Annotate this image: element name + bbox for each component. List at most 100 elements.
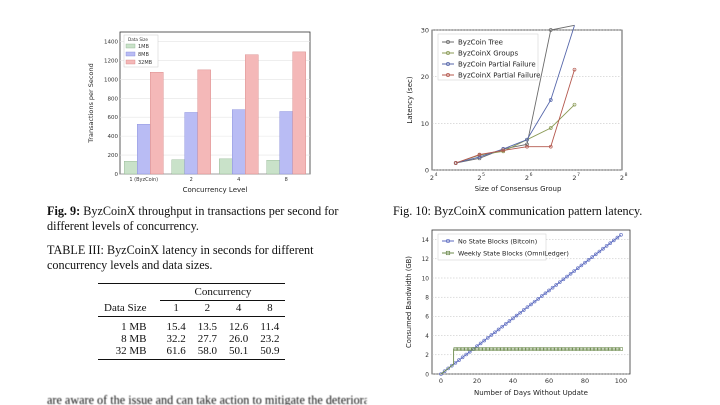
fig11-point <box>453 347 458 351</box>
fig10-point <box>477 155 482 159</box>
fig9-caption: Fig. 9: ByzCoinX throughput in transacti… <box>47 204 367 234</box>
table3-group-header: Concurrency <box>160 283 286 301</box>
fig11-point <box>525 347 530 351</box>
fig11-x-tick-label: 20 <box>473 377 481 385</box>
fig10-point <box>572 102 577 107</box>
fig11-y-tick-label: 6 <box>425 315 429 321</box>
fig11-x-axis-label: Number of Days Without Update <box>474 389 588 397</box>
fig11-point <box>536 347 540 351</box>
fig10-legend: ByzCoin Tree ByzCoinX Groups ByzCoin Par… <box>437 33 540 81</box>
fig11-point <box>612 347 616 351</box>
fig10-legend-label: ByzCoin Tree <box>458 39 503 47</box>
fig9-y-tick-label: 1400 <box>104 39 118 45</box>
fig11-point <box>522 308 526 312</box>
fig11-point <box>478 341 483 346</box>
fig11-y-tick-label: 12 <box>422 257 430 263</box>
fig9-x-tick-label: 2 <box>190 177 193 183</box>
fig9-bar <box>279 111 293 175</box>
fig11-point <box>554 347 558 351</box>
table3-row-label: 1 MB <box>121 321 147 333</box>
fig9-x-axis-label: Concurrency Level <box>183 186 248 194</box>
fig9-bar <box>292 51 306 175</box>
table-row: 8 MB 32.2 27.7 26.0 23.2 <box>98 333 285 345</box>
fig11-point <box>532 347 537 351</box>
fig11-chart: 0 2 4 6 8 10 12 14 0 20 40 60 80 100 No State Blocks… <box>405 229 631 397</box>
table3-row-label: 8 MB <box>121 333 147 345</box>
table-row: 32 MB 61.6 58.0 50.1 50.9 <box>98 345 286 360</box>
fig10-y-tick-label: 10 <box>421 120 429 128</box>
fig11-point <box>529 347 533 351</box>
fig10-y-tick-label: 0 <box>425 167 429 175</box>
table3-cell: 50.1 <box>228 345 249 357</box>
fig10-point <box>548 144 553 149</box>
fig9-x-tick-label: 4 <box>237 177 240 183</box>
fig11-point <box>468 347 472 351</box>
fig11-point <box>597 347 602 351</box>
table3-cell: 58.0 <box>197 345 217 357</box>
table3-cell: 61.6 <box>166 345 186 357</box>
fig11-point <box>449 363 454 368</box>
table3-cell: 27.7 <box>197 333 217 345</box>
fig11-point <box>518 310 522 315</box>
fig11-point <box>460 347 465 351</box>
fig11-point <box>547 347 551 351</box>
table3-col-header: 8 <box>267 302 273 315</box>
fig11-point <box>608 241 612 245</box>
fig11-legend-label: No State Blocks (Bitcoin) <box>458 238 537 246</box>
fig11-point <box>558 280 562 284</box>
fig11-point <box>558 347 562 351</box>
fig10-point <box>548 28 553 32</box>
fig9-caption-label: Fig. 9: <box>47 204 81 218</box>
fig11-point <box>464 347 468 351</box>
fig11-point <box>604 347 609 351</box>
fig11-point <box>612 238 616 243</box>
fig11-point <box>500 347 504 351</box>
fig10-y-tick-label: 20 <box>421 73 429 81</box>
fig11-point <box>583 260 587 265</box>
fig11-point <box>522 347 526 351</box>
fig11-point <box>482 338 486 343</box>
fig11-point <box>615 235 620 240</box>
table3-caption-text: ByzCoinX latency in seconds for differen… <box>47 243 314 272</box>
fig9-y-tick-label: 200 <box>108 153 119 159</box>
fig11-point <box>464 352 468 357</box>
fig11-y-axis-label: Consumed Bandwidth (GB) <box>405 256 413 348</box>
fig11-y-tick-label: 8 <box>425 296 429 302</box>
fig11-point <box>511 316 515 321</box>
fig9-bar <box>197 69 211 175</box>
fig11-point <box>496 327 501 332</box>
table3-cell: 32.2 <box>166 333 186 345</box>
fig11-point <box>507 319 512 323</box>
fig11-point <box>572 347 576 351</box>
fig11-point <box>579 263 584 268</box>
fig11-point <box>486 347 490 351</box>
fig11-point <box>511 347 515 351</box>
fig9-legend-title: Data Size <box>128 37 148 42</box>
fig10-point <box>477 152 482 157</box>
table-row: 1 MB 15.4 13.5 12.6 11.4 <box>98 317 285 333</box>
fig11-point <box>442 369 447 374</box>
fig10-x-tick-label: 2 <box>572 174 576 182</box>
fig10-x-tick-exponent: 6 <box>530 172 533 178</box>
fig11-point <box>590 347 594 351</box>
table3-cell: 15.4 <box>166 321 186 333</box>
fig10-x-tick-exponent: 4 <box>435 172 438 178</box>
fig11-x-tick-label: 80 <box>581 377 589 385</box>
fig11-point <box>446 366 451 371</box>
fig10-y-tick-label: 30 <box>421 27 429 35</box>
fig11-point <box>439 372 443 376</box>
fig11-point <box>619 233 623 237</box>
fig9-y-tick-label: 1200 <box>104 58 118 64</box>
cutoff-body-text: are aware of the issue and can take acti… <box>47 393 367 405</box>
fig11-point <box>572 269 576 273</box>
fig11-point <box>457 358 461 362</box>
fig11-point <box>576 347 580 351</box>
fig10-point <box>548 98 553 102</box>
fig11-point <box>482 347 486 351</box>
fig10-caption: Fig. 10: ByzCoinX communication pattern … <box>393 204 643 218</box>
fig10-point <box>501 148 506 153</box>
fig11-point <box>565 347 569 351</box>
fig11-point <box>615 347 620 351</box>
fig10-x-tick-label: 2 <box>477 174 481 182</box>
fig11-point <box>540 347 544 351</box>
